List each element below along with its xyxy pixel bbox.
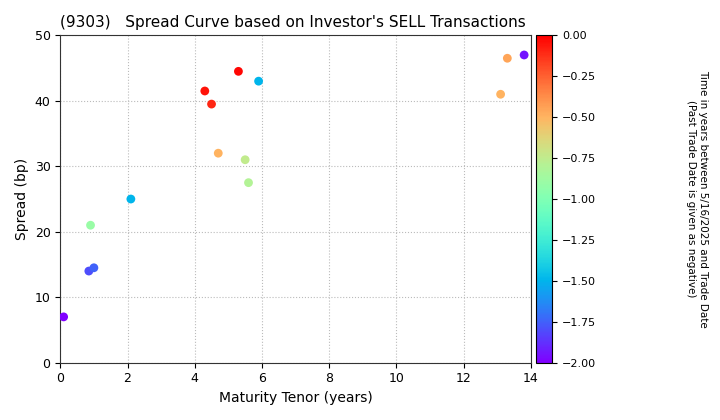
Y-axis label: Time in years between 5/16/2025 and Trade Date
(Past Trade Date is given as nega: Time in years between 5/16/2025 and Trad…	[686, 70, 708, 328]
Point	[85, 222, 96, 228]
Point	[88, 265, 99, 271]
Point	[199, 88, 210, 94]
Point	[239, 156, 251, 163]
Point	[495, 91, 506, 97]
Point	[58, 313, 69, 320]
Point	[233, 68, 244, 75]
Point	[518, 52, 530, 58]
Y-axis label: Spread (bp): Spread (bp)	[15, 158, 29, 240]
Point	[125, 196, 137, 202]
X-axis label: Maturity Tenor (years): Maturity Tenor (years)	[219, 391, 372, 405]
Point	[83, 268, 94, 274]
Point	[243, 179, 254, 186]
Text: (9303)   Spread Curve based on Investor's SELL Transactions: (9303) Spread Curve based on Investor's …	[60, 15, 526, 30]
Point	[212, 150, 224, 157]
Point	[206, 101, 217, 108]
Point	[253, 78, 264, 84]
Point	[502, 55, 513, 62]
